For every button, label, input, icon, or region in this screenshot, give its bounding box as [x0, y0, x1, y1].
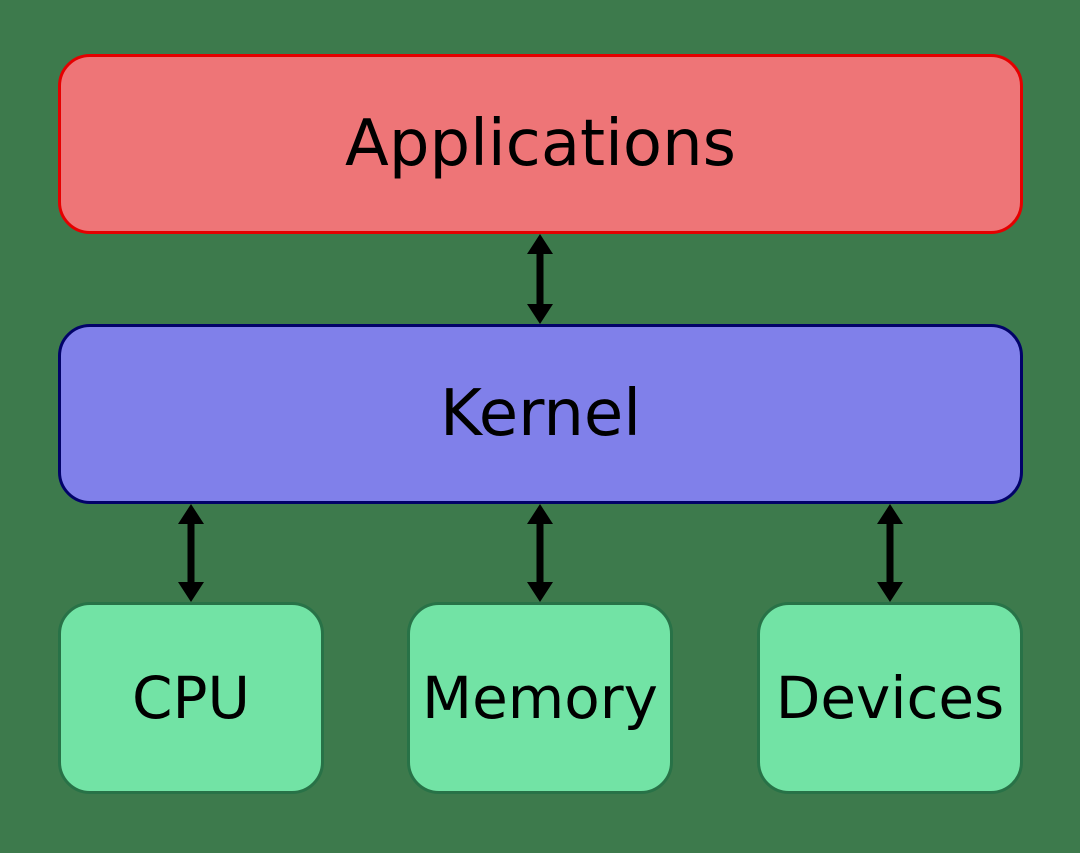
edge-kernel-cpu: [167, 504, 215, 602]
node-label-devices: Devices: [776, 664, 1005, 732]
node-kernel: Kernel: [58, 324, 1023, 504]
diagram-canvas: Applications Kernel CPU Memory Devices: [0, 0, 1080, 853]
node-label-cpu: CPU: [132, 664, 250, 732]
node-cpu: CPU: [58, 602, 324, 794]
node-applications: Applications: [58, 54, 1023, 234]
edge-kernel-memory: [516, 504, 564, 602]
node-label-applications: Applications: [345, 107, 736, 181]
node-memory: Memory: [407, 602, 673, 794]
edge-applications-kernel: [516, 234, 564, 324]
node-label-kernel: Kernel: [440, 377, 641, 451]
edge-kernel-devices: [866, 504, 914, 602]
node-label-memory: Memory: [422, 664, 658, 732]
node-devices: Devices: [757, 602, 1023, 794]
